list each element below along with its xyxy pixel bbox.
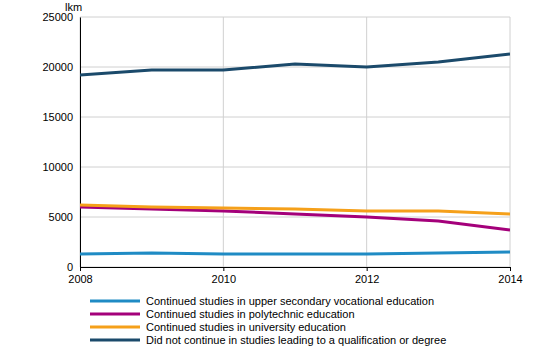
x-tick-mark: [367, 267, 368, 271]
legend-label: Continued studies in upper secondary voc…: [146, 295, 434, 307]
grid-line-x: [223, 17, 224, 267]
legend-label: Continued studies in university educatio…: [146, 321, 346, 333]
grid-line-y: [80, 17, 510, 18]
legend-label: Continued studies in polytechnic educati…: [146, 308, 355, 320]
y-tick-label: 5000: [49, 211, 73, 223]
y-axis: 0500010000150002000025000: [42, 11, 80, 273]
y-axis-line: [80, 18, 81, 268]
legend: Continued studies in upper secondary voc…: [90, 295, 446, 346]
y-tick-label: 10000: [42, 161, 73, 173]
grid-line-y: [80, 167, 510, 168]
series-line: [80, 54, 510, 75]
grid-line-y: [80, 117, 510, 118]
x-tick-mark: [510, 267, 511, 271]
y-tick-label: 15000: [42, 111, 73, 123]
lines: [80, 54, 510, 254]
x-tick: 2014: [498, 267, 522, 285]
x-tick: 2012: [355, 267, 379, 285]
y-tick: 15000: [42, 111, 80, 123]
y-tick-label: 0: [67, 261, 73, 273]
legend-swatch: [90, 313, 140, 316]
x-axis-line: [81, 268, 511, 272]
series-line: [80, 252, 510, 254]
y-tick: 10000: [42, 161, 80, 173]
y-tick-label: 20000: [42, 61, 73, 73]
y-tick: 5000: [49, 211, 80, 223]
y-tick: 20000: [42, 61, 80, 73]
legend-label: Did not continue in studies leading to a…: [146, 334, 446, 346]
grid: [80, 17, 510, 267]
x-tick: 2010: [212, 267, 236, 285]
x-tick-mark: [80, 267, 81, 271]
x-tick-mark: [223, 267, 224, 271]
x-tick-label: 2012: [355, 273, 379, 285]
x-tick-label: 2008: [68, 273, 92, 285]
y-tick: 0: [67, 261, 80, 273]
series-line: [80, 205, 510, 214]
x-tick-label: 2014: [498, 273, 522, 285]
y-axis-label: lkm: [65, 1, 82, 13]
grid-line-x: [366, 17, 367, 267]
grid-line-y: [80, 67, 510, 68]
x-tick-label: 2010: [212, 273, 236, 285]
legend-swatch: [90, 300, 140, 303]
chart: 0500010000150002000025000200820102012201…: [0, 0, 533, 355]
legend-swatch: [90, 326, 140, 329]
legend-swatch: [90, 339, 140, 342]
grid-line-y: [80, 217, 510, 218]
x-tick: 2008: [68, 267, 92, 285]
grid-line-x: [80, 17, 81, 267]
x-axis: 2008 2010 2012 2014: [68, 267, 522, 285]
